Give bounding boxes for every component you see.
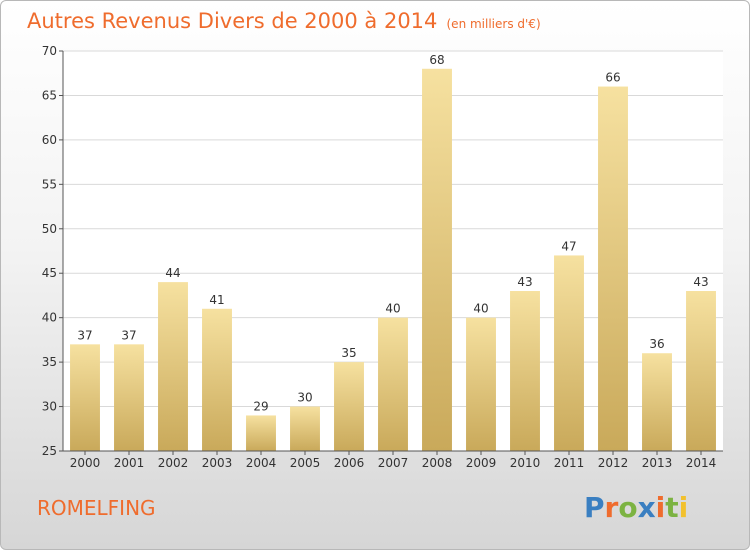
data-label: 41 [209,293,224,307]
bar [114,344,144,451]
y-tick-label: 55 [42,177,57,191]
bar [466,317,496,451]
bar [642,353,672,451]
y-tick-label: 50 [42,222,57,236]
logo-letter: P [584,491,605,524]
bar [378,317,408,451]
bar [290,406,320,451]
chart-title-group: Autres Revenus Divers de 2000 à 2014 (en… [27,9,541,33]
y-tick-label: 35 [42,355,57,369]
logo-letter: o [618,491,638,524]
x-tick-label: 2003 [202,456,233,470]
data-label: 35 [341,346,356,360]
data-label: 68 [429,53,444,67]
bar [70,344,100,451]
bar [158,282,188,451]
data-label: 40 [385,302,400,316]
logo-letter: r [604,491,619,524]
x-tick-label: 2006 [334,456,365,470]
chart-title: Autres Revenus Divers de 2000 à 2014 [27,9,438,33]
bar [686,291,716,451]
x-tick-label: 2004 [246,456,277,470]
bar [246,415,276,451]
y-tick-label: 70 [42,44,57,58]
data-label: 66 [605,71,620,85]
logo-letter: t [665,491,679,524]
x-tick-label: 2014 [686,456,717,470]
proxiti-logo: Proxiti [584,491,688,524]
bar [598,86,628,452]
y-tick-label: 45 [42,266,57,280]
bar [554,255,584,451]
bar [422,68,452,452]
data-label: 29 [253,399,268,413]
y-tick-label: 25 [42,444,57,458]
x-tick-label: 2011 [554,456,585,470]
x-tick-label: 2010 [510,456,541,470]
x-tick-label: 2000 [70,456,101,470]
y-tick-label: 60 [42,133,57,147]
data-label: 30 [297,391,312,405]
x-tick-label: 2002 [158,456,189,470]
x-tick-label: 2013 [642,456,673,470]
logo-letter: i [678,491,689,524]
bar [202,308,232,451]
bar [510,291,540,451]
data-label: 47 [561,239,576,253]
commune-name: ROMELFING [37,496,156,520]
data-label: 36 [649,337,664,351]
logo-letter: x [637,491,656,524]
data-label: 43 [693,275,708,289]
data-label: 37 [77,328,92,342]
x-tick-label: 2008 [422,456,453,470]
x-tick-label: 2001 [114,456,145,470]
x-tick-label: 2009 [466,456,497,470]
x-tick-label: 2012 [598,456,629,470]
data-label: 44 [165,266,180,280]
logo-letter: i [655,491,666,524]
data-label: 43 [517,275,532,289]
data-label: 37 [121,328,136,342]
data-label: 40 [473,302,488,316]
y-tick-label: 30 [42,400,57,414]
x-tick-label: 2007 [378,456,409,470]
x-tick-label: 2005 [290,456,321,470]
bar [334,362,364,451]
chart-subtitle: (en milliers d'€) [446,17,541,31]
y-tick-label: 40 [42,311,57,325]
y-tick-label: 65 [42,88,57,102]
